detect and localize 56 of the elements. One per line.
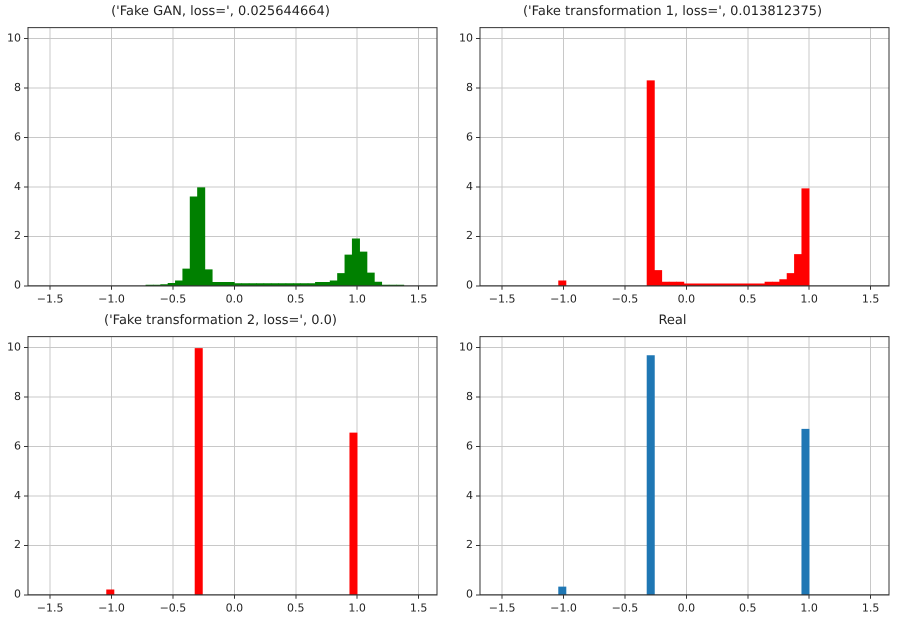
y-tick-label: 10 — [6, 340, 21, 354]
x-tick-label: 0.5 — [287, 292, 305, 306]
x-tick-label: 1.0 — [348, 292, 366, 306]
chart-title: Real — [658, 313, 687, 328]
x-tick-label: 0.0 — [226, 601, 244, 614]
y-tick-label: 4 — [14, 180, 21, 193]
y-tick-label: 4 — [466, 488, 473, 502]
x-tick-label: 1.5 — [862, 601, 880, 614]
x-tick-label: −1.5 — [488, 601, 516, 614]
y-tick-label: 8 — [14, 80, 21, 94]
x-tick-label: 1.0 — [800, 601, 818, 614]
y-tick-label: 0 — [14, 588, 21, 601]
x-tick-label: −1.5 — [488, 292, 516, 306]
y-tick-label: 10 — [6, 32, 21, 45]
y-tick-label: 2 — [14, 538, 21, 552]
y-tick-label: 2 — [466, 538, 473, 552]
y-tick-label: 0 — [466, 588, 473, 601]
y-tick-label: 2 — [466, 229, 473, 242]
x-tick-label: 1.0 — [348, 601, 366, 614]
x-tick-label: 1.0 — [800, 292, 818, 306]
x-tick-label: −1.0 — [550, 292, 577, 306]
x-tick-label: 0.5 — [739, 292, 757, 306]
x-tick-label: −1.0 — [98, 601, 125, 614]
y-tick-label: 6 — [14, 130, 21, 144]
chart-title: ('Fake GAN, loss=', 0.025644664) — [111, 4, 330, 20]
x-tick-label: −0.5 — [160, 292, 186, 306]
x-tick-label: −0.5 — [612, 601, 638, 614]
y-tick-label: 6 — [466, 439, 473, 452]
y-tick-label: 0 — [14, 278, 21, 292]
chart-title: ('Fake transformation 2, loss=', 0.0) — [104, 313, 337, 328]
x-tick-label: −1.5 — [36, 292, 64, 306]
y-tick-label: 2 — [14, 229, 21, 242]
y-tick-label: 8 — [14, 390, 21, 403]
y-tick-label: 6 — [466, 130, 473, 144]
x-tick-label: 0.0 — [226, 292, 244, 306]
y-tick-label: 10 — [458, 340, 473, 354]
y-tick-label: 4 — [466, 180, 473, 193]
x-tick-label: −0.5 — [160, 601, 186, 614]
x-tick-label: 0.0 — [678, 601, 696, 614]
x-tick-label: 1.5 — [410, 292, 428, 306]
y-tick-label: 8 — [466, 80, 473, 94]
x-tick-label: 1.5 — [410, 601, 428, 614]
x-tick-label: 1.5 — [862, 292, 880, 306]
y-tick-label: 6 — [14, 439, 21, 452]
x-tick-label: −1.0 — [98, 292, 125, 306]
x-tick-label: 0.5 — [739, 601, 757, 614]
chart-title: ('Fake transformation 1, loss=', 0.013812375) — [522, 4, 822, 20]
y-tick-label: 10 — [458, 32, 473, 45]
x-tick-label: −1.0 — [550, 601, 577, 614]
x-tick-label: −1.5 — [36, 601, 64, 614]
y-tick-label: 8 — [466, 390, 473, 403]
x-tick-label: 0.5 — [287, 601, 305, 614]
y-tick-label: 4 — [14, 488, 21, 502]
x-tick-label: −0.5 — [612, 292, 638, 306]
x-tick-label: 0.0 — [678, 292, 696, 306]
y-tick-label: 0 — [466, 278, 473, 292]
